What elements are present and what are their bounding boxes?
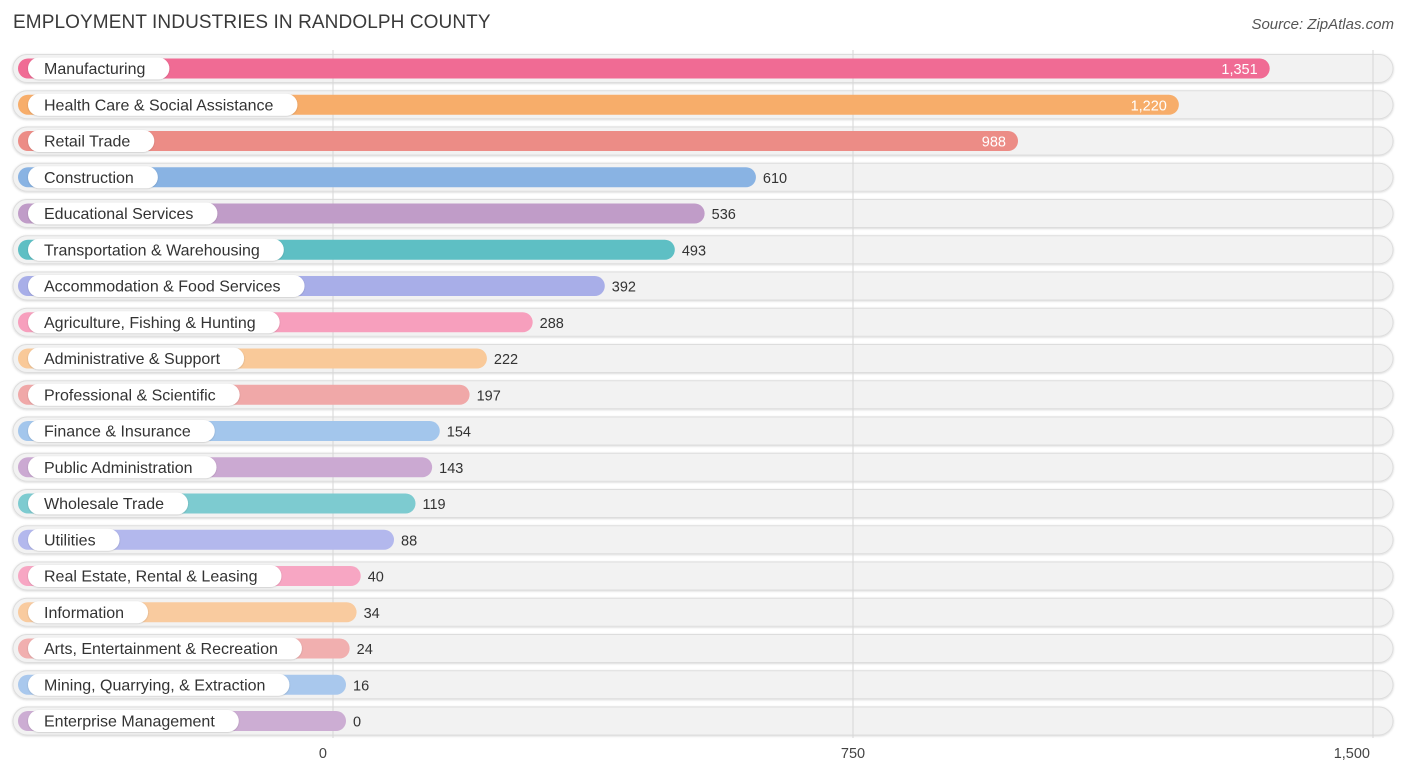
- category-label-pill: [28, 238, 284, 261]
- bar-group: Information 34: [18, 601, 380, 624]
- value-label: 536: [712, 207, 736, 223]
- x-tick-label: 1,500: [1334, 746, 1370, 762]
- category-label-pill: [28, 347, 245, 370]
- category-label-pill: [28, 420, 215, 442]
- category-label-pill: [28, 166, 158, 189]
- bar-group: Arts, Entertainment & Recreation 24: [18, 637, 373, 660]
- category-label: Health Care & Social Assistance: [44, 97, 274, 114]
- bar-group: Manufacturing 1,351: [18, 57, 1270, 80]
- value-label: 197: [477, 388, 501, 404]
- category-label-pill: [28, 673, 290, 696]
- bar-group: Professional & Scientific 197: [18, 383, 501, 406]
- value-label: 34: [364, 606, 380, 622]
- bar-group: Enterprise Management 0: [18, 710, 361, 732]
- bar-group: Public Administration 143: [18, 456, 463, 479]
- row-background: [12, 597, 1394, 627]
- bar-group: Administrative & Support 222: [18, 347, 518, 370]
- category-label-pill: [28, 456, 217, 479]
- bar-group: Educational Services 536: [18, 202, 736, 225]
- category-label: Finance & Insurance: [44, 424, 191, 441]
- row-background: [12, 634, 1394, 663]
- value-label: 24: [357, 642, 373, 658]
- row-background: [12, 706, 1394, 736]
- value-label: 1,351: [1221, 62, 1257, 78]
- category-label: Utilities: [44, 532, 96, 549]
- bar-group: Finance & Insurance 154: [18, 420, 471, 442]
- value-label: 222: [494, 352, 518, 368]
- category-label: Professional & Scientific: [44, 387, 216, 404]
- bar-group: Mining, Quarrying, & Extraction 16: [18, 673, 369, 696]
- category-label-pill: [28, 528, 120, 551]
- bar: [18, 167, 756, 188]
- category-label: Real Estate, Rental & Leasing: [44, 569, 257, 586]
- bar-group: Real Estate, Rental & Leasing 40: [18, 565, 384, 587]
- category-label-pill: [28, 202, 218, 225]
- category-label: Construction: [44, 170, 134, 187]
- bar-group: Agriculture, Fishing & Hunting 288: [18, 311, 564, 334]
- category-label-pill: [28, 275, 305, 297]
- category-label-pill: [28, 57, 170, 80]
- bar-group: Accommodation & Food Services 392: [18, 275, 636, 297]
- category-label: Wholesale Trade: [44, 496, 164, 513]
- category-label-pill: [28, 710, 239, 732]
- category-label: Arts, Entertainment & Recreation: [44, 641, 278, 658]
- category-label: Accommodation & Food Services: [44, 279, 281, 296]
- value-label: 16: [353, 678, 369, 694]
- value-label: 1,220: [1131, 98, 1167, 114]
- bar: [18, 94, 1179, 115]
- bar-group: Utilities 88: [18, 528, 417, 551]
- bar: [18, 58, 1270, 79]
- value-label: 143: [439, 461, 463, 477]
- category-label-pill: [28, 601, 149, 624]
- bar-group: Retail Trade 988: [18, 130, 1019, 152]
- category-label-pill: [28, 130, 155, 152]
- category-label: Mining, Quarrying, & Extraction: [44, 677, 265, 694]
- category-label: Public Administration: [44, 460, 193, 477]
- value-label: 40: [368, 570, 384, 586]
- chart-source: Source: ZipAtlas.com: [1251, 16, 1394, 33]
- bar-group: Transportation & Warehousing 493: [18, 238, 706, 261]
- category-label: Educational Services: [44, 206, 193, 223]
- x-tick-label: 750: [841, 746, 865, 762]
- row-background: [12, 561, 1394, 591]
- value-label: 154: [447, 425, 471, 441]
- category-label-pill: [28, 637, 302, 660]
- category-label-pill: [28, 492, 189, 515]
- category-label: Information: [44, 605, 124, 622]
- chart-title: EMPLOYMENT INDUSTRIES IN RANDOLPH COUNTY: [13, 12, 491, 33]
- category-label-pill: [28, 311, 280, 334]
- value-label: 493: [682, 243, 706, 259]
- row-background: [12, 670, 1394, 700]
- value-label: 119: [423, 497, 446, 513]
- category-label-pill: [28, 383, 240, 406]
- category-label: Enterprise Management: [44, 714, 215, 731]
- value-label: 0: [353, 715, 361, 731]
- value-label: 392: [612, 280, 636, 296]
- value-label: 610: [763, 171, 787, 187]
- x-tick-label: 0: [319, 746, 327, 762]
- value-label: 988: [982, 135, 1006, 151]
- category-label: Agriculture, Fishing & Hunting: [44, 315, 256, 332]
- category-label-pill: [28, 565, 282, 587]
- category-label-pill: [28, 93, 298, 116]
- category-label: Administrative & Support: [44, 351, 221, 368]
- category-label: Manufacturing: [44, 61, 145, 78]
- value-label: 288: [540, 316, 564, 332]
- bar-group: Health Care & Social Assistance 1,220: [18, 93, 1179, 116]
- category-label: Transportation & Warehousing: [44, 242, 260, 259]
- category-label: Retail Trade: [44, 134, 130, 151]
- bar: [18, 131, 1019, 151]
- value-label: 88: [401, 533, 417, 549]
- bar-group: Wholesale Trade 119: [18, 492, 446, 515]
- bar-group: Construction 610: [18, 166, 787, 189]
